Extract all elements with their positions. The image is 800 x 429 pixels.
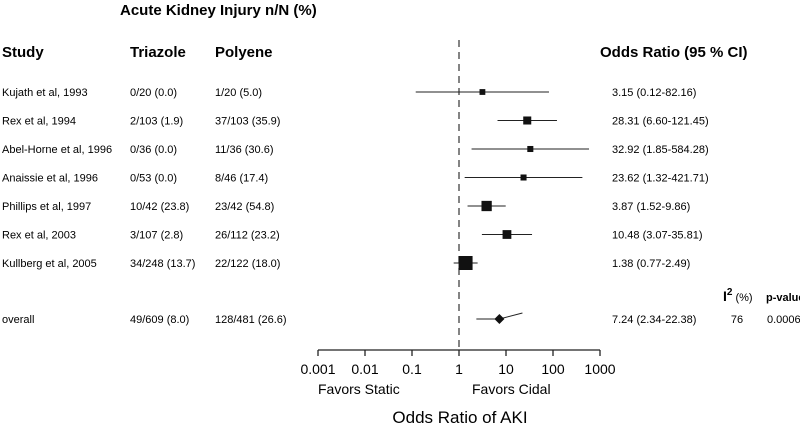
x-axis-title: Odds Ratio of AKI xyxy=(392,408,527,427)
study-rows: Kujath et al, 1993 0/20 (0.0) 1/20 (5.0) 3.… xyxy=(2,87,800,326)
overall-odds-ratio: 7.24 (2.34-22.38) xyxy=(612,314,696,326)
overall-i2-value: 76 xyxy=(731,314,743,326)
odds-ratio-value: 23.62 (1.32-421.71) xyxy=(612,173,709,185)
x-tick-label: 100 xyxy=(541,361,565,377)
point-estimate xyxy=(458,256,473,270)
odds-ratio-value: 3.15 (0.12-82.16) xyxy=(612,87,696,99)
triazole-value: 3/107 (2.8) xyxy=(130,230,183,242)
polyene-value: 8/46 (17.4) xyxy=(215,173,268,185)
i2-superscript: 2 xyxy=(727,287,733,298)
polyene-value: 37/103 (35.9) xyxy=(215,116,280,128)
study-name: Rex et al, 1994 xyxy=(2,116,76,128)
i2-symbol: I xyxy=(723,288,727,304)
triazole-column-header: Triazole xyxy=(130,44,186,61)
study-name: Anaissie et al, 1996 xyxy=(2,173,98,185)
study-name: Rex et al, 2003 xyxy=(2,230,76,242)
x-tick-label: 0.1 xyxy=(402,361,422,377)
p-value-header: p-value xyxy=(766,292,800,304)
study-name: Phillips et al, 1997 xyxy=(2,201,91,213)
triazole-value: 2/103 (1.9) xyxy=(130,116,183,128)
point-estimate xyxy=(523,116,532,125)
i2-header: I2 (%) xyxy=(723,287,753,304)
favors-static-label: Favors Static xyxy=(318,381,400,397)
plot-marks: 0.001 0.01 0.1 1 10 100 1000 xyxy=(300,40,616,377)
favors-cidal-label: Favors Cidal xyxy=(472,381,551,397)
point-estimate xyxy=(527,145,534,153)
polyene-value: 26/112 (23.2) xyxy=(215,230,280,242)
polyene-column-header: Polyene xyxy=(215,44,273,61)
odds-ratio-value: 32.92 (1.85-584.28) xyxy=(612,144,709,156)
overall-triazole: 49/609 (8.0) xyxy=(130,314,189,326)
x-tick-label: 0.01 xyxy=(351,361,378,377)
point-estimate xyxy=(502,230,512,239)
odds-ratio-value: 28.31 (6.60-121.45) xyxy=(612,116,709,128)
x-tick-label: 1000 xyxy=(584,361,615,377)
polyene-value: 1/20 (5.0) xyxy=(215,87,262,99)
triazole-value: 0/53 (0.0) xyxy=(130,173,177,185)
triazole-value: 10/42 (23.8) xyxy=(130,201,189,213)
i2-unit: (%) xyxy=(735,292,752,304)
overall-label: overall xyxy=(2,314,34,326)
point-estimate xyxy=(479,89,486,95)
odds-ratio-column-header: Odds Ratio (95 % CI) xyxy=(600,44,748,61)
point-estimate xyxy=(520,174,527,181)
study-column-header: Study xyxy=(2,44,44,61)
polyene-value: 11/36 (30.6) xyxy=(215,144,274,156)
triazole-value: 0/20 (0.0) xyxy=(130,87,177,99)
study-name: Kujath et al, 1993 xyxy=(2,87,88,99)
x-tick-label: 10 xyxy=(498,361,514,377)
overall-polyene: 128/481 (26.6) xyxy=(215,314,287,326)
study-name: Abel-Horne et al, 1996 xyxy=(2,144,112,156)
triazole-value: 34/248 (13.7) xyxy=(130,258,195,270)
overall-p-value: 0.0006 xyxy=(767,314,800,326)
overall-diamond xyxy=(494,314,505,324)
polyene-value: 23/42 (54.8) xyxy=(215,201,274,213)
x-tick-label: 0.001 xyxy=(300,361,335,377)
triazole-value: 0/36 (0.0) xyxy=(130,144,177,156)
study-name: Kullberg et al, 2005 xyxy=(2,258,97,270)
odds-ratio-value: 3.87 (1.52-9.86) xyxy=(612,201,690,213)
odds-ratio-value: 1.38 (0.77-2.49) xyxy=(612,258,690,270)
odds-ratio-value: 10.48 (3.07-35.81) xyxy=(612,230,703,242)
point-estimate xyxy=(481,200,492,212)
polyene-value: 22/122 (18.0) xyxy=(215,258,280,270)
chart-title: Acute Kidney Injury n/N (%) xyxy=(120,2,317,19)
x-tick-label: 1 xyxy=(455,361,463,377)
